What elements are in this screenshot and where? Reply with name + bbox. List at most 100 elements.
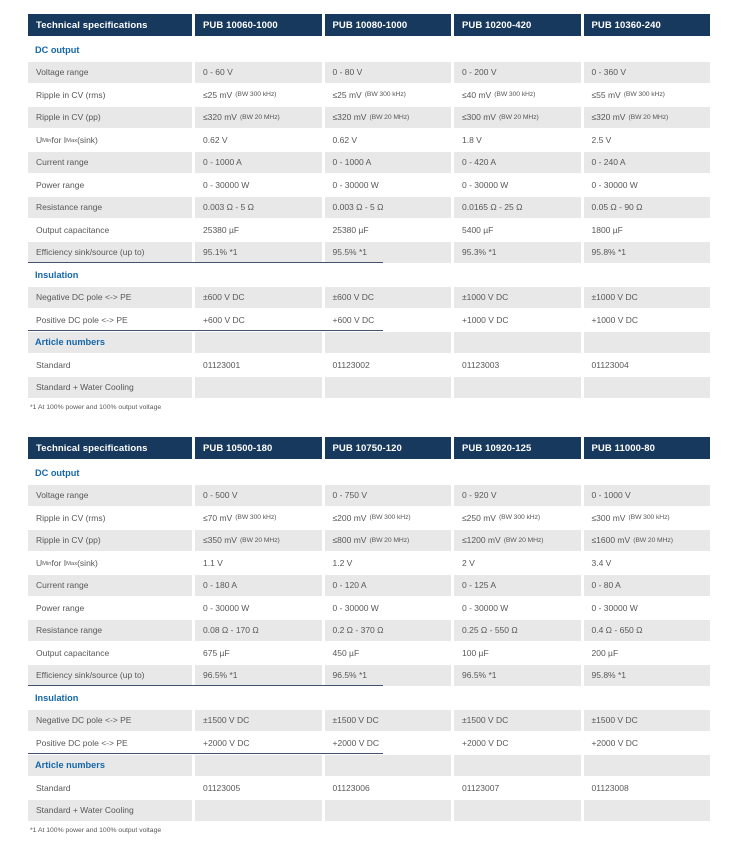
spec-value: [584, 687, 711, 708]
spec-value: 95.5% *1: [324, 241, 451, 263]
value-bandwidth-note: (BW 300 kHz): [364, 91, 406, 98]
spec-row: U Min for I Max (sink) 0.62 V 0.62 V 1.8 V 2.5…: [28, 129, 710, 150]
value-bandwidth-note: (BW 300 kHz): [628, 514, 670, 521]
section-row-article-numbers: Article numbers: [28, 329, 710, 353]
spec-value: ≤350 mV (BW 20 MHz): [195, 529, 322, 551]
spec-value: [195, 39, 322, 60]
value-bandwidth-note: (BW 300 kHz): [235, 91, 277, 98]
spec-value: 0.25 Ω - 550 Ω: [454, 619, 581, 641]
spec-row: Resistance range 0.08 Ω - 170 Ω 0.2 Ω - 37…: [28, 619, 710, 641]
spec-value: 0 - 30000 W: [591, 602, 638, 613]
spec-label: Efficiency sink/source (up to): [28, 664, 192, 686]
value-main: ≤300 mV: [462, 112, 496, 122]
spec-value: 0 - 180 A: [195, 574, 322, 596]
spec-row: Output capacitance 675 µF 450 µF 100 µF 200 …: [28, 642, 710, 663]
spec-value: [195, 376, 322, 398]
spec-value: +1000 V DC: [591, 314, 639, 325]
spec-value: [324, 754, 451, 776]
spec-value: [454, 331, 581, 353]
spec-label: Voltage range: [28, 484, 192, 506]
value-main: ≤1200 mV: [462, 535, 501, 545]
value-bandwidth-note: (BW 300 kHz): [494, 91, 536, 98]
spec-value: 01123006: [332, 782, 370, 793]
section-row-insulation: Insulation: [28, 262, 710, 285]
spec-value: 0 - 120 A: [324, 574, 451, 596]
spec-value: 96.5% *1: [324, 664, 451, 686]
spec-label: Resistance range: [28, 196, 192, 218]
spec-value: [195, 754, 322, 776]
spec-value: [583, 799, 710, 821]
spec-value: [454, 754, 581, 776]
spec-value: 0 - 750 V: [324, 484, 451, 506]
spec-value: [324, 376, 451, 398]
spec-value: ≤800 mV (BW 20 MHz): [324, 529, 451, 551]
spec-row: Positive DC pole <-> PE +600 V DC +600 V D…: [28, 309, 710, 330]
spec-value: ≤300 mV (BW 20 MHz): [454, 106, 581, 128]
spec-label: DC output: [35, 467, 80, 478]
label-subscript: Min: [42, 560, 52, 567]
spec-row: Output capacitance 25380 µF 25380 µF 5400 µ…: [28, 219, 710, 240]
spec-value: [195, 264, 322, 285]
spec-label: Insulation: [35, 692, 79, 703]
value-bandwidth-note: (BW 300 kHz): [623, 91, 665, 98]
spec-value: 0.003 Ω - 5 Ω: [324, 196, 451, 218]
spec-label: Negative DC pole <-> PE: [28, 286, 192, 308]
spec-value: 01123007: [462, 782, 500, 793]
spec-value: ≤200 mV (BW 300 kHz): [325, 507, 452, 528]
spec-row: Efficiency sink/source (up to) 95.1% *1 95…: [28, 241, 710, 263]
value-bandwidth-note: (BW 20 MHz): [628, 113, 669, 121]
spec-row: Negative DC pole <-> PE ±1500 V DC ±1500 V…: [28, 709, 710, 731]
col-header-model-4: PUB 10360-240: [583, 14, 710, 36]
spec-label: Output capacitance: [36, 224, 110, 235]
spec-label: Standard + Water Cooling: [28, 376, 192, 398]
spec-value: 0 - 30000 W: [462, 179, 509, 190]
spec-value: +2000 V DC: [332, 737, 380, 748]
spec-value: 95.1% *1: [195, 241, 322, 263]
spec-value: 96.5% *1: [195, 664, 322, 686]
spec-row: Standard 01123005 01123006 01123007 01123008: [28, 777, 710, 798]
spec-value: [324, 331, 451, 353]
spec-value: ≤320 mV (BW 20 MHz): [324, 106, 451, 128]
value-main: ≤800 mV: [332, 535, 367, 545]
spec-value: 0.08 Ω - 170 Ω: [195, 619, 322, 641]
value-bandwidth-note: (BW 20 MHz): [633, 536, 673, 544]
spec-value: +2000 V DC: [462, 737, 509, 748]
spec-value: 0 - 360 V: [583, 61, 710, 83]
spec-value: 0 - 30000 W: [591, 179, 638, 190]
value-main: ≤40 mV: [462, 89, 492, 100]
spec-value: ±1500 V DC: [454, 709, 581, 731]
spec-value: ±1500 V DC: [324, 709, 451, 731]
spec-label: Power range: [36, 179, 85, 190]
spec-value: ≤250 mV (BW 300 kHz): [454, 507, 581, 528]
spec-label: Current range: [28, 574, 192, 596]
spec-value: ≤1200 mV (BW 20 MHz): [454, 529, 581, 551]
spec-label: Ripple in CV (pp): [28, 106, 192, 128]
spec-value: [584, 462, 711, 483]
spec-value: 0 - 30000 W: [462, 602, 509, 613]
spec-value: 2.5 V: [591, 134, 612, 145]
spec-label: Standard: [36, 359, 71, 370]
table-header-row: Technical specifications PUB 10060-1000 PU…: [28, 14, 710, 36]
spec-value: [454, 687, 581, 708]
spec-row: Standard 01123001 01123002 01123003 01123004: [28, 354, 710, 375]
spec-value: 1800 µF: [591, 224, 623, 235]
spec-value: 01123004: [591, 359, 629, 370]
value-main: ≤200 mV: [332, 512, 367, 523]
col-header-specs: Technical specifications: [28, 437, 192, 459]
spec-label: Article numbers: [28, 754, 192, 776]
spec-label: Positive DC pole <-> PE: [36, 314, 128, 325]
spec-row: Resistance range 0.003 Ω - 5 Ω 0.003 Ω - 5…: [28, 196, 710, 218]
spec-row: Standard + Water Cooling: [28, 799, 710, 821]
spec-value: [583, 331, 710, 353]
spec-value: 0 - 60 V: [195, 61, 322, 83]
spec-label: Negative DC pole <-> PE: [28, 709, 192, 731]
spec-value: [454, 462, 581, 483]
spec-value: ≤300 mV (BW 300 kHz): [584, 507, 711, 528]
spec-value: 0 - 1000 A: [324, 151, 451, 173]
spec-label: Resistance range: [28, 619, 192, 641]
spec-value: 0 - 80 A: [583, 574, 710, 596]
spec-value: ≤1600 mV (BW 20 MHz): [583, 529, 710, 551]
spec-table-1: Technical specifications PUB 10060-1000 PU…: [28, 14, 710, 411]
col-header-model-1: PUB 10060-1000: [195, 14, 322, 36]
footnote: *1 At 100% power and 100% output voltage: [30, 826, 162, 834]
